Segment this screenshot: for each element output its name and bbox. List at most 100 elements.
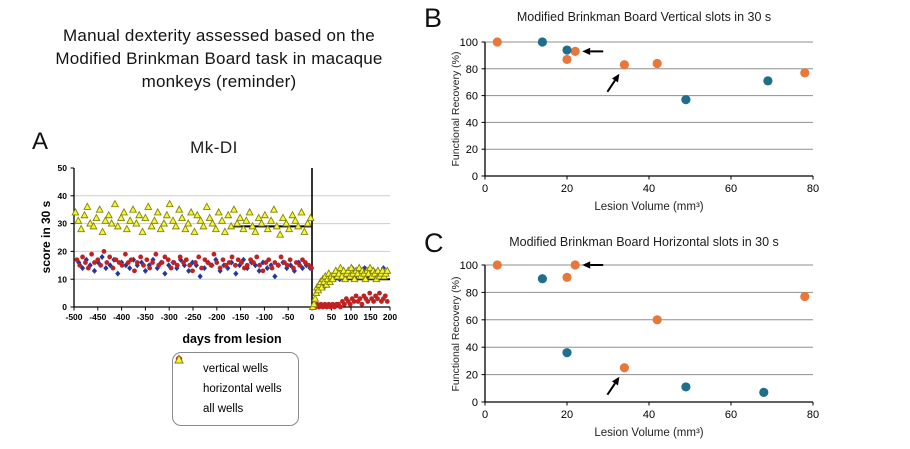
data-point bbox=[537, 37, 547, 47]
data-point bbox=[361, 274, 370, 283]
y-tick-label: 40 bbox=[466, 342, 478, 354]
data-point bbox=[214, 207, 223, 216]
data-point bbox=[77, 224, 86, 233]
panel-a: -500 -450 -400 -350 -300 -250 -200 -150 -100 -50 0… bbox=[28, 130, 410, 352]
data-point bbox=[177, 213, 187, 221]
y-tick-label: 0 bbox=[472, 171, 478, 183]
data-point bbox=[287, 262, 294, 269]
x-tick-label: 0 bbox=[482, 183, 488, 195]
arrow-shaft bbox=[606, 79, 616, 93]
data-point bbox=[147, 221, 156, 230]
panel-c-title: Modified Brinkman Board Horizontal slots… bbox=[509, 235, 779, 249]
data-point bbox=[156, 262, 162, 268]
data-point bbox=[251, 227, 260, 235]
data-point bbox=[162, 270, 168, 277]
y-tick-label: 80 bbox=[466, 64, 478, 76]
data-point bbox=[202, 202, 211, 210]
data-point bbox=[377, 290, 382, 296]
slide-title-line-3: monkeys (reminder) bbox=[141, 72, 297, 91]
data-point bbox=[208, 262, 214, 268]
data-point bbox=[99, 253, 105, 260]
data-point bbox=[227, 221, 236, 230]
data-point bbox=[297, 262, 303, 268]
data-point bbox=[252, 262, 258, 269]
data-point bbox=[232, 262, 238, 268]
data-point bbox=[184, 219, 193, 227]
data-point bbox=[309, 265, 314, 271]
data-point bbox=[181, 262, 188, 269]
data-point bbox=[165, 199, 174, 208]
data-point bbox=[175, 205, 184, 213]
data-point bbox=[147, 265, 153, 271]
diamond-marker-icon bbox=[175, 355, 197, 375]
legend-label: all wells bbox=[203, 403, 244, 415]
data-point bbox=[229, 254, 235, 260]
data-point bbox=[251, 260, 256, 265]
data-point bbox=[223, 262, 229, 268]
arrow-head bbox=[611, 376, 620, 386]
y-tick-label: 10 bbox=[58, 274, 68, 284]
data-point bbox=[89, 221, 98, 230]
data-point bbox=[256, 267, 262, 274]
data-point bbox=[193, 210, 202, 219]
data-point bbox=[293, 260, 299, 265]
data-point bbox=[74, 216, 83, 224]
data-point bbox=[338, 304, 343, 310]
data-point bbox=[562, 272, 572, 282]
data-point bbox=[267, 216, 276, 224]
data-point bbox=[183, 257, 189, 263]
data-point bbox=[174, 262, 180, 268]
data-point bbox=[272, 260, 278, 265]
data-point bbox=[134, 262, 140, 269]
x-tick-label: 200 bbox=[383, 312, 397, 322]
data-point bbox=[181, 224, 190, 233]
data-point bbox=[117, 213, 126, 221]
data-point bbox=[229, 205, 238, 213]
data-point bbox=[800, 68, 810, 78]
data-point bbox=[199, 265, 204, 271]
x-tick-label: 50 bbox=[327, 312, 337, 322]
data-point bbox=[365, 299, 371, 304]
data-point bbox=[492, 260, 502, 270]
data-point bbox=[384, 299, 390, 304]
data-point bbox=[278, 254, 284, 260]
data-point bbox=[233, 219, 242, 227]
panel-a-x-axis-label: days from lesion bbox=[182, 332, 282, 346]
x-tick-label: -350 bbox=[137, 312, 154, 322]
data-point bbox=[103, 265, 109, 272]
data-point bbox=[681, 382, 691, 392]
panel-b-plot: 0 20 40 60 80 0 20 40 60 80 100 bbox=[460, 37, 819, 195]
panel-b-x-axis-label: Lesion Volume (mm³) bbox=[594, 201, 704, 213]
data-point bbox=[285, 224, 294, 233]
y-tick-label: 60 bbox=[466, 91, 478, 103]
data-point bbox=[284, 262, 290, 268]
data-point bbox=[159, 260, 165, 265]
panel-c-x-axis-label: Lesion Volume (mm³) bbox=[594, 427, 704, 439]
y-tick-label: 40 bbox=[58, 191, 68, 201]
data-point bbox=[242, 216, 251, 224]
data-point bbox=[233, 270, 239, 277]
data-point bbox=[113, 257, 119, 263]
data-point bbox=[254, 254, 260, 260]
data-point bbox=[291, 216, 300, 224]
data-point bbox=[186, 267, 192, 274]
data-point bbox=[119, 207, 129, 216]
legend-item-horizontal-wells: horizontal wells bbox=[175, 355, 282, 395]
x-tick-label: 150 bbox=[363, 312, 377, 322]
data-point bbox=[144, 257, 150, 263]
data-point bbox=[162, 254, 168, 260]
data-point bbox=[119, 262, 125, 268]
data-point bbox=[165, 257, 171, 263]
data-point bbox=[159, 219, 169, 227]
data-point bbox=[211, 251, 217, 257]
data-point bbox=[104, 260, 110, 265]
legend: vertical wells horizontal wells all well… bbox=[172, 352, 299, 426]
data-point bbox=[350, 274, 359, 283]
data-point bbox=[141, 213, 150, 221]
data-point bbox=[107, 254, 113, 260]
data-point bbox=[681, 95, 691, 105]
panel-a-plot: -500 -450 -400 -350 -300 -250 -200 -150 -100 -50 0… bbox=[58, 163, 398, 322]
panel-c: 0 20 40 60 80 0 20 40 60 80 100 C Modified Brinkma… bbox=[420, 230, 908, 449]
data-point bbox=[236, 213, 245, 221]
data-point bbox=[110, 199, 119, 208]
